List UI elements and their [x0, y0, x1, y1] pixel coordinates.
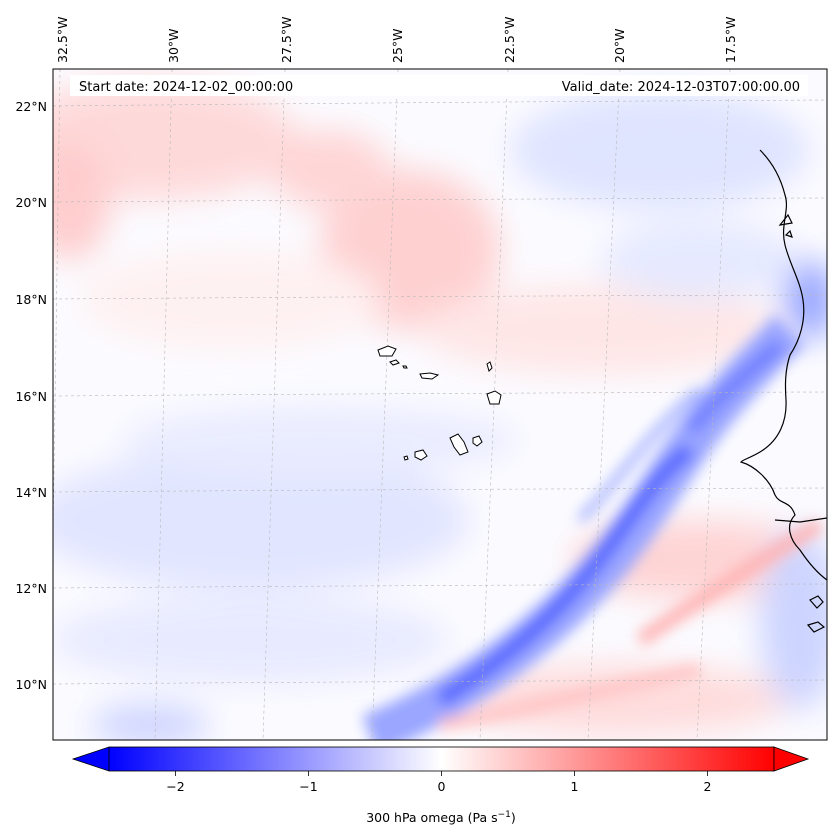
- coastline: [740, 149, 827, 633]
- lat-tick-label: 16°N: [15, 389, 47, 404]
- lat-tick-label: 18°N: [15, 292, 47, 307]
- colorbar-label: 300 hPa omega (Pa s−1): [366, 810, 516, 825]
- lat-tick-label: 14°N: [15, 485, 47, 500]
- lon-tick-label: 27.5°W: [279, 17, 294, 63]
- colorbar: −2 −1 0 1 2 300 hPa omega (Pa s−1): [71, 746, 810, 825]
- map-frame: [52, 68, 828, 741]
- valid-date-label: Valid_date: 2024-12-03T07:00:00.00: [562, 80, 800, 95]
- lat-tick-label: 10°N: [15, 677, 47, 692]
- lon-tick-label: 30°W: [166, 28, 181, 63]
- start-date-label: Start date: 2024-12-02_00:00:00: [79, 80, 293, 95]
- lon-tick-label: 17.5°W: [723, 17, 738, 63]
- colorbar-tick-label: −1: [299, 779, 317, 794]
- header-band: [70, 75, 808, 96]
- islands: [377, 345, 502, 461]
- colorbar-tick-label: −2: [166, 779, 184, 794]
- colorbar-extend-min: [71, 746, 110, 772]
- lon-tick-label: 32.5°W: [55, 17, 70, 63]
- lat-tick-label: 12°N: [15, 581, 47, 596]
- lon-tick-label: 22.5°W: [502, 17, 517, 63]
- lon-tick-label: 20°W: [612, 28, 627, 63]
- lon-tick-label: 25°W: [390, 28, 405, 63]
- colorbar-body: [108, 746, 775, 772]
- lat-tick-label: 20°N: [15, 195, 47, 210]
- colorbar-tick-label: 1: [571, 779, 579, 794]
- lat-tick-label: 22°N: [15, 99, 47, 114]
- colorbar-tick-label: 2: [704, 779, 712, 794]
- gridlines: [53, 69, 827, 740]
- omega-field: [53, 69, 827, 740]
- colorbar-extend-max: [773, 746, 810, 772]
- colorbar-tick-label: 0: [438, 779, 446, 794]
